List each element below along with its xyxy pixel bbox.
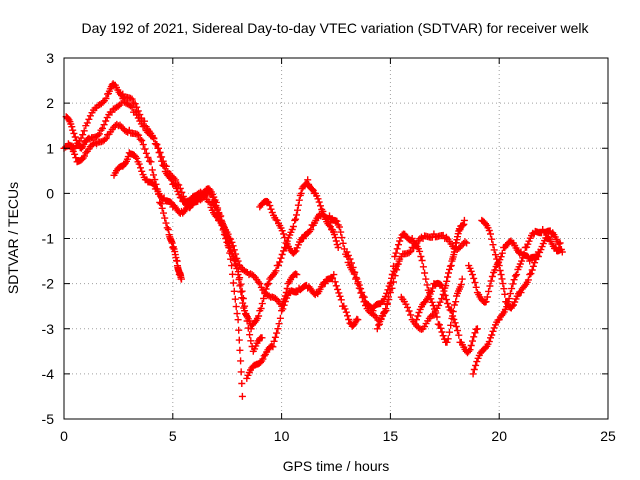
y-tick-label: -4 <box>42 366 55 382</box>
satellite-track-11 <box>413 279 481 357</box>
y-tick-label: -5 <box>42 411 55 427</box>
series-markers <box>243 271 362 382</box>
satellite-track-3 <box>64 120 185 283</box>
x-tick-label: 5 <box>169 428 177 444</box>
x-tick-label: 10 <box>274 428 290 444</box>
x-tick-label: 0 <box>60 428 68 444</box>
satellite-track-1 <box>60 80 246 400</box>
series-markers <box>256 197 403 315</box>
series-markers <box>413 279 481 357</box>
satellite-track-4 <box>110 149 301 310</box>
series-markers <box>465 233 566 306</box>
satellite-track-6 <box>243 271 362 382</box>
data-markers <box>60 80 566 400</box>
x-axis-label: GPS time / hours <box>283 458 390 474</box>
y-tick-label: 3 <box>46 50 54 66</box>
y-tick-label: -1 <box>42 231 55 247</box>
series-markers <box>208 176 342 333</box>
y-tick-label: 0 <box>46 185 54 201</box>
satellite-track-14 <box>478 216 542 312</box>
axis-ticks: 0 5 10 15 20 25 -5 -4 -3 -2 -1 0 1 2 3 <box>42 50 616 444</box>
satellite-track-5 <box>208 176 342 333</box>
series-markers <box>60 80 246 400</box>
satellite-track-10 <box>397 216 468 333</box>
satellite-track-7 <box>256 197 403 315</box>
chart-title: Day 192 of 2021, Sidereal Day-to-day VTE… <box>81 20 589 36</box>
series-markers <box>478 216 542 312</box>
satellite-track-12 <box>469 226 564 378</box>
series-markers <box>64 120 185 283</box>
y-tick-label: 1 <box>46 140 54 156</box>
satellite-track-2 <box>62 95 266 355</box>
x-tick-label: 15 <box>383 428 399 444</box>
series-markers <box>397 216 468 333</box>
x-tick-label: 25 <box>600 428 616 444</box>
y-axis-label: SDTVAR / TECUs <box>5 182 21 294</box>
y-tick-label: -3 <box>42 321 55 337</box>
y-tick-label: -2 <box>42 276 55 292</box>
series-markers <box>110 149 301 310</box>
x-tick-label: 20 <box>491 428 507 444</box>
series-markers <box>62 95 266 355</box>
satellite-track-13 <box>465 233 566 306</box>
series-markers <box>469 226 564 378</box>
y-tick-label: 2 <box>46 95 54 111</box>
